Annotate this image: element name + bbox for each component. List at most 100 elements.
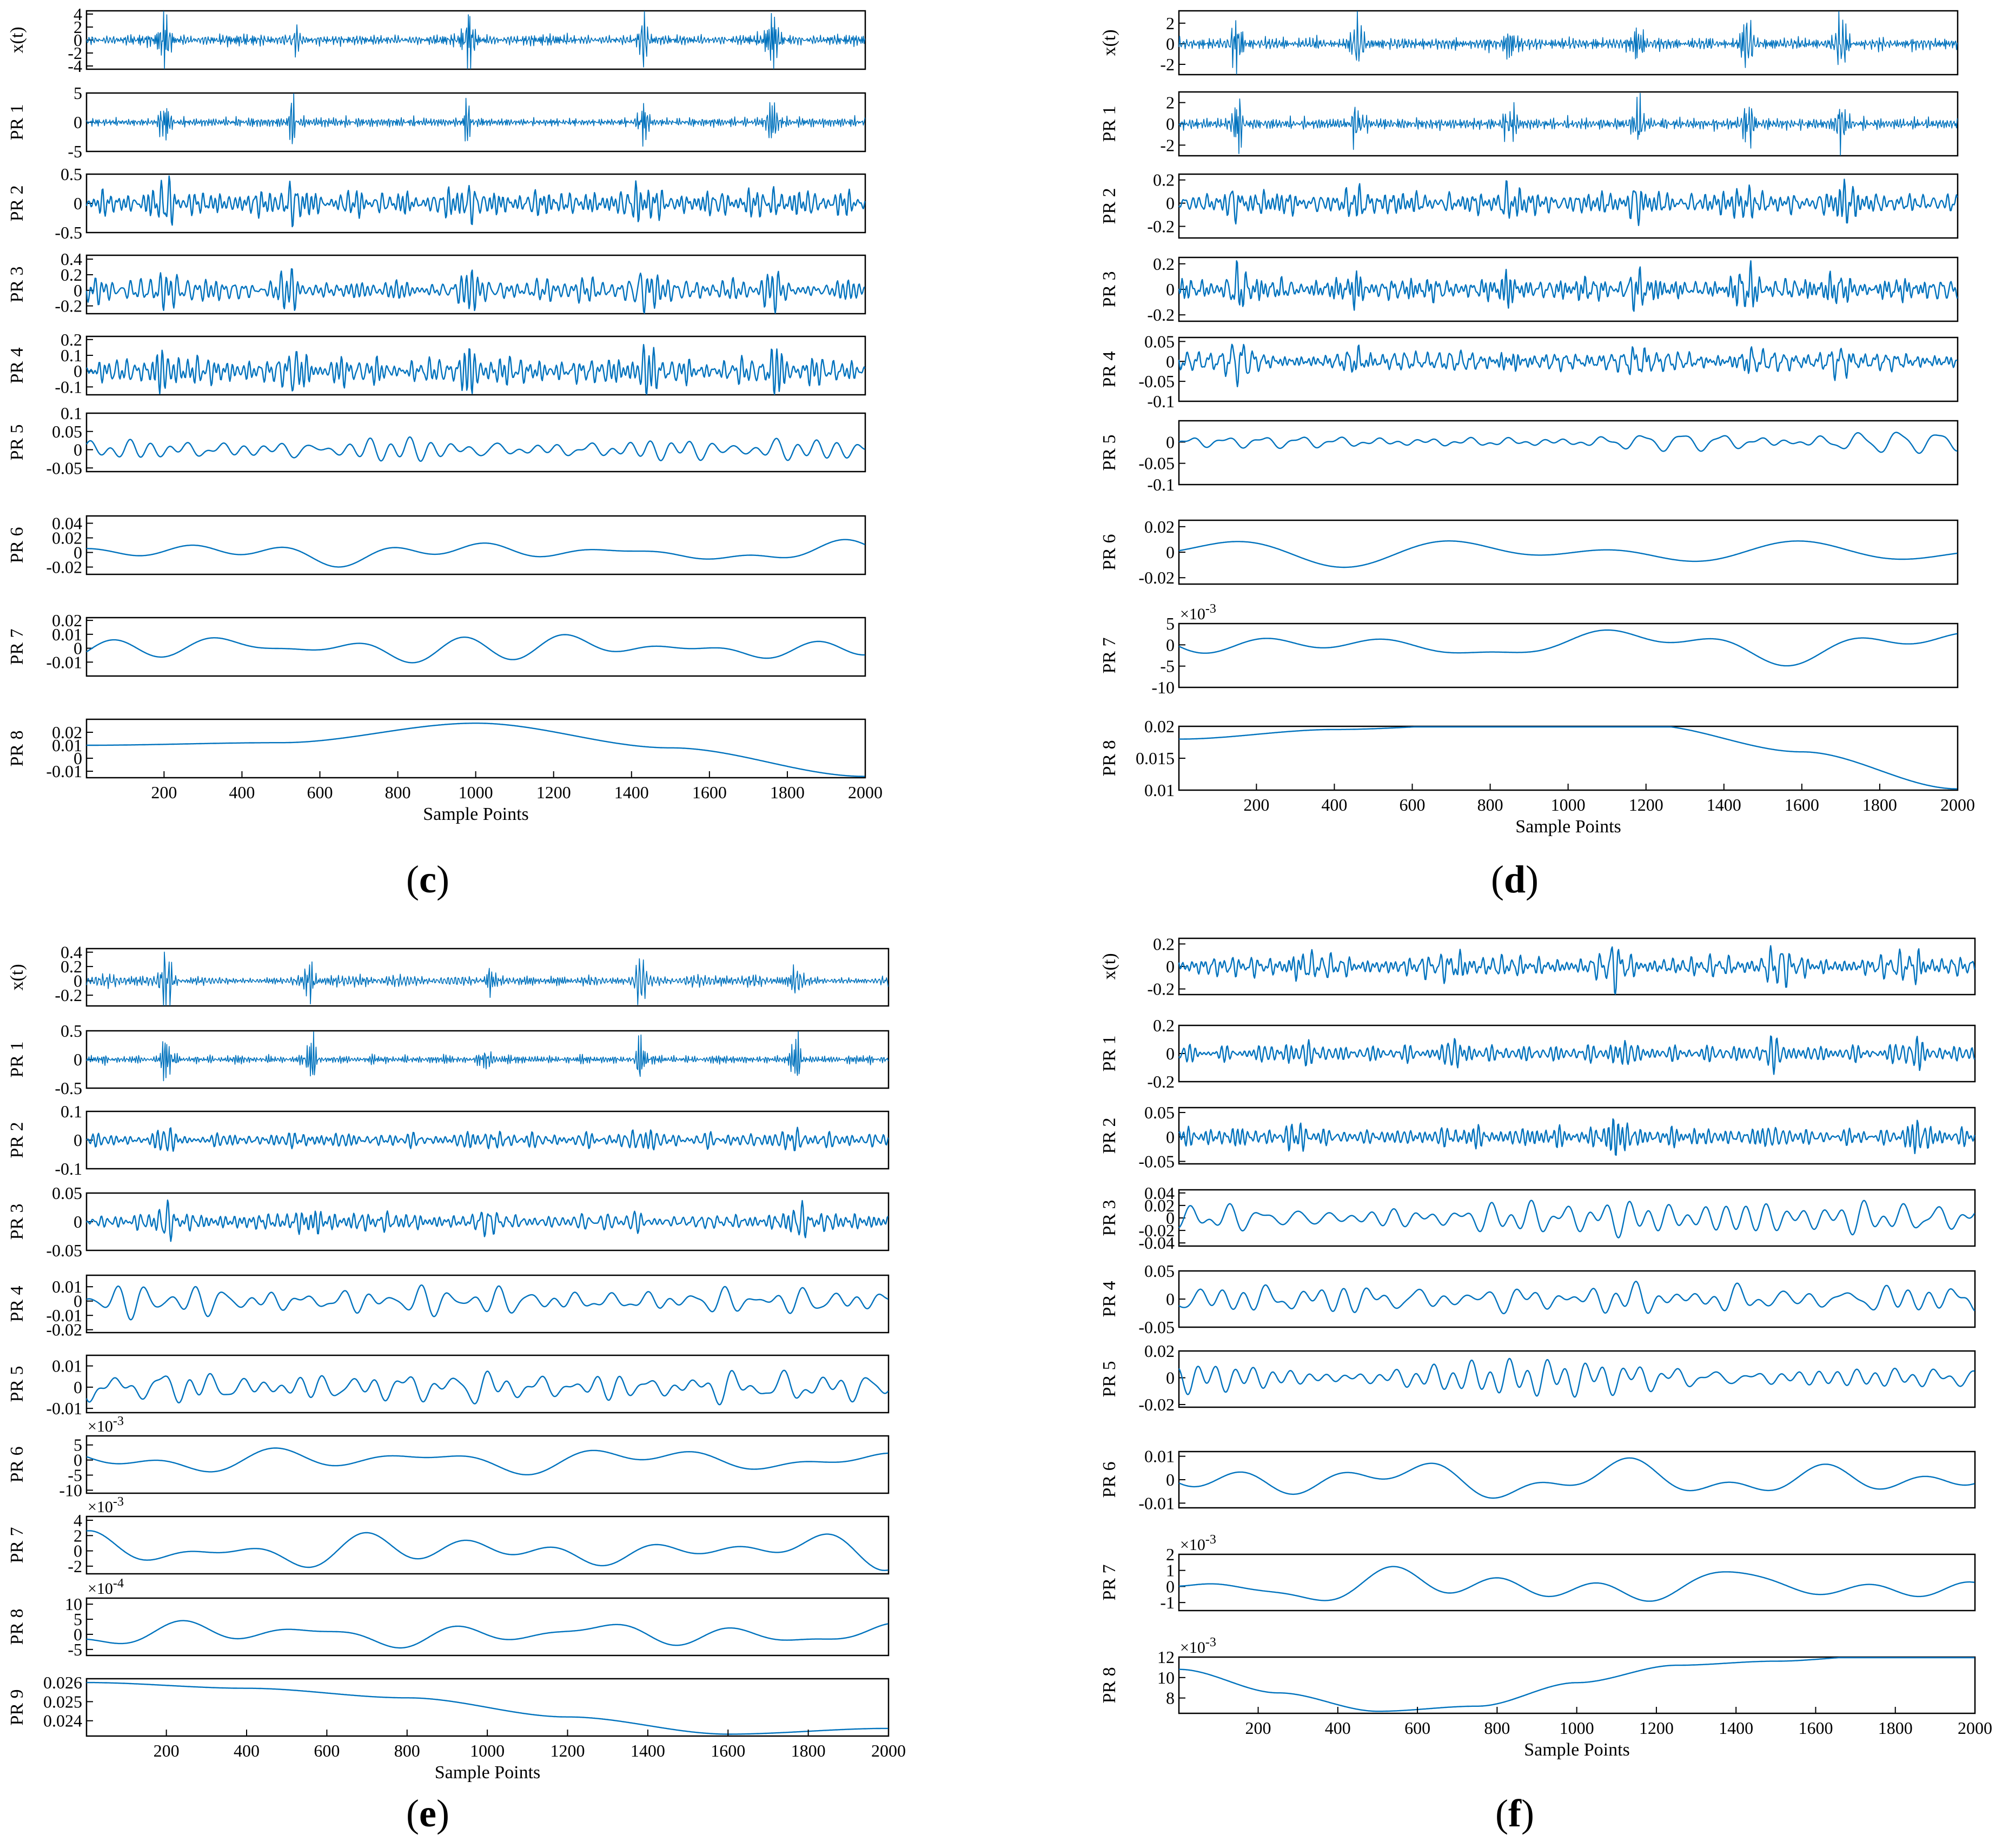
y-tick-label: 0 — [1166, 1368, 1175, 1388]
series-line — [86, 1284, 889, 1321]
y-axis-label: PR 7 — [7, 628, 27, 665]
y-tick-label: 2 — [74, 17, 82, 37]
y-tick-label: 0 — [74, 281, 82, 300]
x-tick-label: 200 — [1245, 1718, 1271, 1738]
subplot-pr5: 0.02 0 -0.02 PR 5 — [1099, 1341, 1976, 1414]
y-tick-label: 0 — [1166, 432, 1175, 452]
y-exponent: ×10-3 — [1180, 1533, 1216, 1554]
y-tick-label: 2 — [1166, 14, 1175, 33]
subplot-pr5: 0.10.050-0.05 PR 5 — [7, 403, 866, 478]
subplot-pr3: 0.40.20-0.2 PR 3 — [7, 249, 866, 316]
x-tick-label: 800 — [1477, 795, 1503, 814]
x-tick-label: 1200 — [536, 783, 571, 802]
subplot-frame — [85, 92, 866, 153]
subplot-frame — [1178, 420, 1959, 486]
series-line — [1179, 726, 1958, 790]
subplot-pr4: 0.05 0 -0.05 PR 4 — [1099, 1261, 1976, 1337]
y-tick-label: 0.026 — [43, 1673, 82, 1692]
panel-e: 0.40.20-0.2x(t)0.50-0.5PR 10.10-0.1PR 20… — [7, 943, 906, 1783]
x-tick-label: 1400 — [614, 783, 649, 802]
y-tick-label: 0.02 — [1144, 1196, 1175, 1215]
y-tick-label: 0 — [1166, 1127, 1175, 1147]
x-tick-label: 1600 — [692, 783, 727, 802]
y-axis-label: PR 4 — [7, 347, 27, 383]
x-tick-label: 2000 — [848, 783, 883, 802]
subplot-pr7: 210-1 PR 7 ×10-3 — [1099, 1533, 1976, 1612]
y-tick-label: 0 — [74, 1130, 82, 1150]
y-tick-label: 2 — [1166, 1545, 1175, 1564]
y-axis-label: PR 5 — [7, 424, 27, 460]
y-tick-label: 0 — [74, 971, 82, 991]
y-tick-label: 0.01 — [52, 1277, 82, 1296]
x-tick-label: 1000 — [470, 1741, 505, 1760]
caption-d: (d) — [1490, 858, 1539, 901]
y-axis-label: PR 8 — [1099, 1667, 1119, 1703]
x-tick-label: 800 — [394, 1741, 420, 1760]
series-line — [86, 1199, 889, 1242]
y-axis-label: PR 1 — [7, 1041, 27, 1077]
y-tick-label: -0.2 — [1147, 217, 1175, 236]
y-tick-label: -0.01 — [46, 652, 82, 672]
y-tick-label: 2 — [74, 1526, 82, 1545]
y-tick-label: 5 — [1166, 614, 1175, 633]
y-tick-label: 0.02 — [52, 611, 82, 630]
y-tick-label: -0.01 — [1138, 1493, 1175, 1513]
subplot-frame — [1178, 622, 1959, 688]
y-axis-label: PR 3 — [1099, 1200, 1119, 1236]
subplot-frame — [1178, 336, 1959, 402]
x-tick-label: 1400 — [1707, 795, 1741, 814]
y-axis-label: PR 8 — [7, 730, 27, 766]
subplot-pr4: 0.050-0.05-0.1 PR 4 — [1099, 332, 1959, 411]
y-tick-label: 0 — [1166, 635, 1175, 654]
subplot-frame — [85, 1354, 890, 1414]
y-tick-label: 4 — [74, 1511, 82, 1530]
subplot-pr2: 0.5 0 -0.5 PR 2 — [7, 164, 866, 242]
y-tick-label: 4 — [74, 4, 82, 24]
y-tick-label: 0.015 — [1136, 749, 1175, 768]
x-tick-label: 200 — [151, 783, 177, 802]
series-line — [86, 1530, 889, 1571]
y-tick-label: 0 — [1166, 280, 1175, 299]
subplot-pr3: 0.040.020-0.02-0.04 PR 3 — [1099, 1183, 1976, 1253]
y-axis-label: PR 3 — [1099, 271, 1119, 307]
y-tick-label: 0 — [74, 361, 82, 381]
y-tick-label: 0.2 — [61, 957, 82, 976]
y-exponent: ×10-3 — [88, 1495, 124, 1516]
y-tick-label: -0.02 — [1138, 1221, 1175, 1240]
y-axis-label: PR 6 — [1099, 534, 1119, 570]
subplot-frame — [85, 1597, 890, 1657]
y-tick-label: 0.1 — [61, 1102, 82, 1121]
y-tick-label: 0 — [1166, 34, 1175, 54]
y-axis-label: PR 2 — [7, 1122, 27, 1158]
y-tick-label: 0 — [74, 543, 82, 562]
y-axis-label: PR 3 — [7, 266, 27, 302]
subplot-pr6: 0.040.020-0.02 PR 6 — [7, 514, 866, 577]
series-line — [87, 723, 865, 777]
y-axis-label: x(t) — [1099, 29, 1119, 56]
y-exponent-power: -3 — [113, 1414, 124, 1428]
y-tick-label: 0.2 — [1153, 1016, 1175, 1035]
y-tick-label: 0.01 — [1144, 780, 1175, 800]
y-axis-label: PR 7 — [1099, 1564, 1119, 1600]
series-line — [86, 1127, 889, 1152]
y-tick-label: 0.01 — [52, 625, 82, 644]
subplot-frame — [1178, 1450, 1976, 1509]
y-tick-label: 12 — [1157, 1647, 1175, 1667]
caption-d-letter: d — [1503, 858, 1526, 901]
subplot-pr3: 0.2 0 -0.2 PR 3 — [1099, 254, 1959, 324]
y-axis-label: PR 5 — [7, 1366, 27, 1402]
y-tick-label: 0 — [74, 1050, 82, 1069]
caption-c: (c) — [406, 858, 449, 901]
subplot-frame — [85, 515, 866, 575]
y-tick-label: 0.02 — [1144, 517, 1175, 536]
y-tick-label: 10 — [65, 1594, 82, 1614]
y-tick-label: 0.025 — [43, 1692, 82, 1711]
y-exponent-base: ×10 — [88, 1498, 113, 1516]
y-exponent-base: ×10 — [1180, 605, 1205, 623]
subplot-pr4: 0.20.10-0.1 PR 4 — [7, 330, 866, 396]
y-tick-label: -0.02 — [46, 1320, 82, 1340]
y-tick-label: -0.05 — [46, 458, 82, 478]
x-tick-label: 1800 — [1862, 795, 1897, 814]
subplot-pr1: 2 0-2 PR 1 — [1099, 91, 1959, 157]
